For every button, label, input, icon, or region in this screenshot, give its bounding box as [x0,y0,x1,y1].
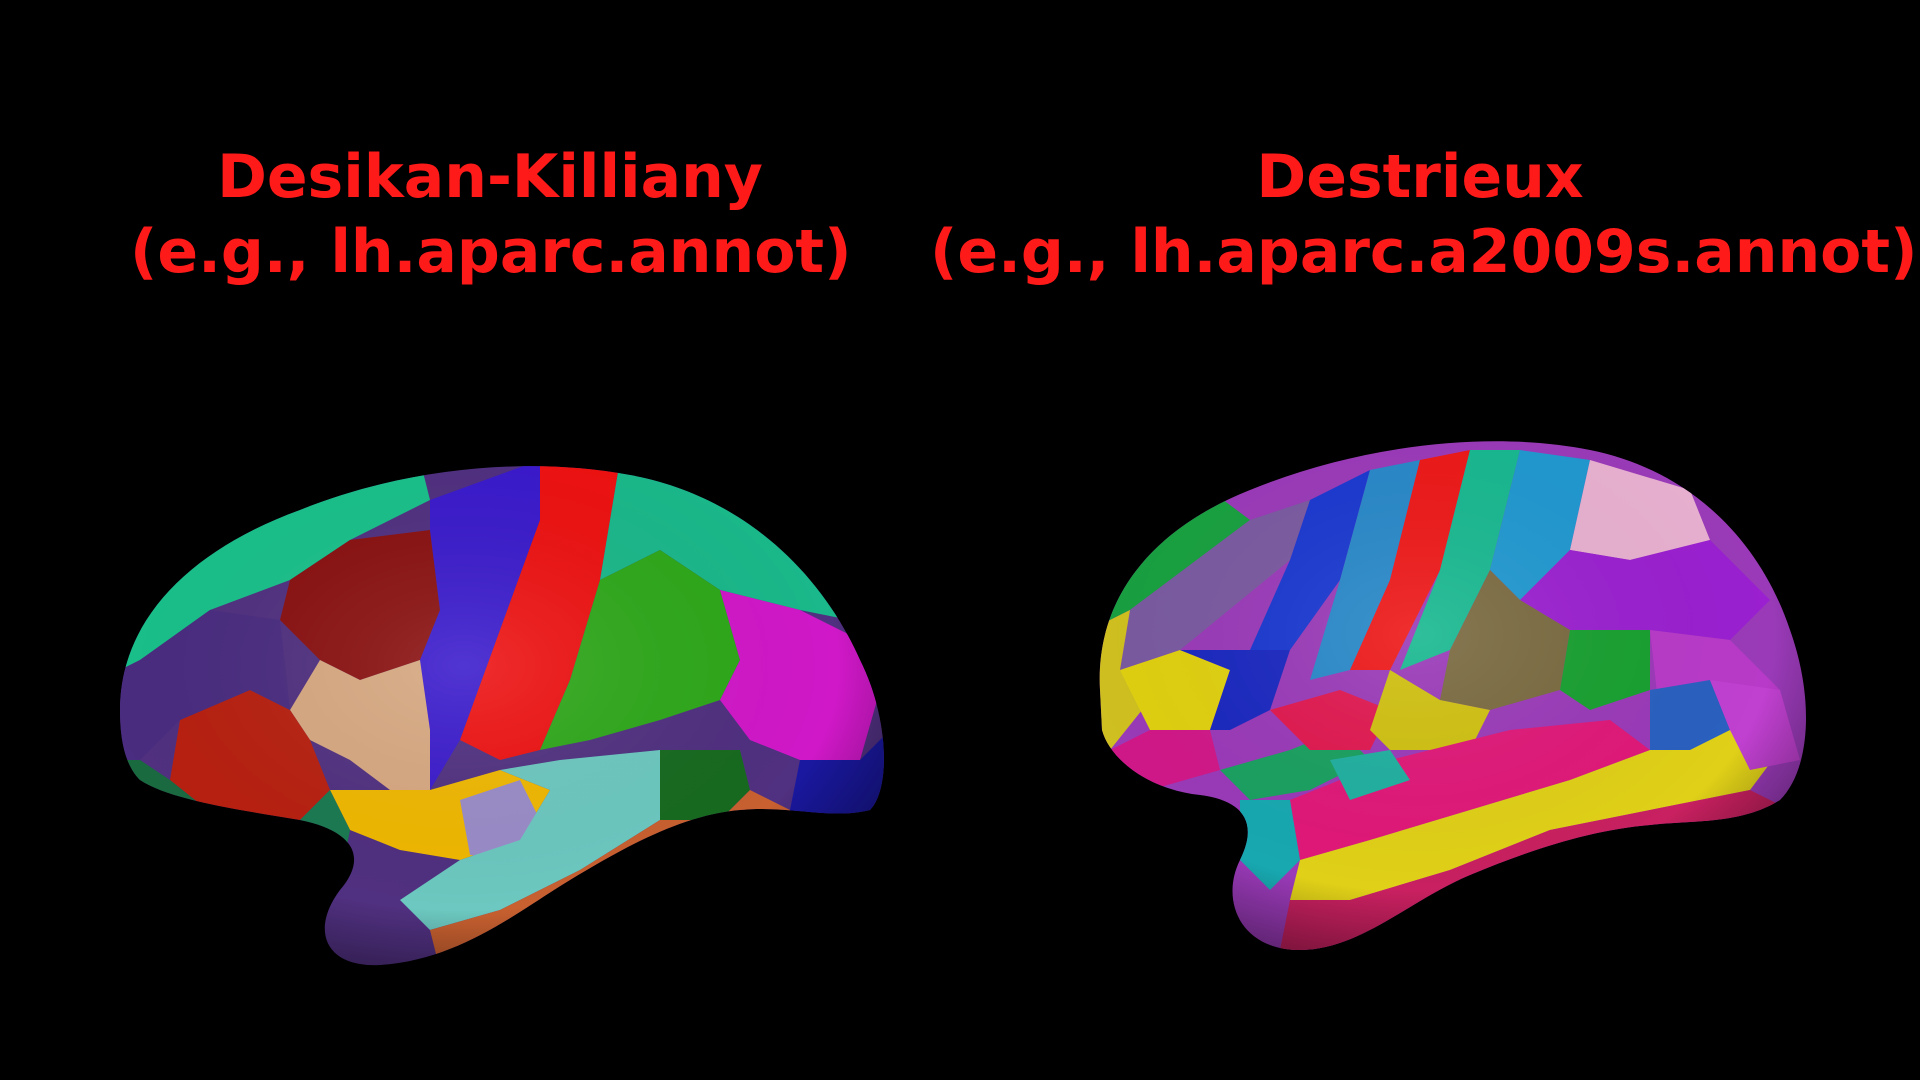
atlas-title-desikan: Desikan-Killiany (e.g., lh.aparc.annot) [130,140,852,290]
atlas-name: Desikan-Killiany [217,142,763,212]
atlas-example-file: (e.g., lh.aparc.annot) [130,217,852,287]
destrieux-brain-surface [1099,441,1807,951]
atlas-example-file: (e.g., lh.aparc.a2009s.annot) [930,217,1918,287]
desikan-brain-surface [120,466,884,966]
atlas-title-destrieux: Destrieux (e.g., lh.aparc.a2009s.annot) [930,140,1918,290]
atlas-name: Destrieux [1256,142,1584,212]
